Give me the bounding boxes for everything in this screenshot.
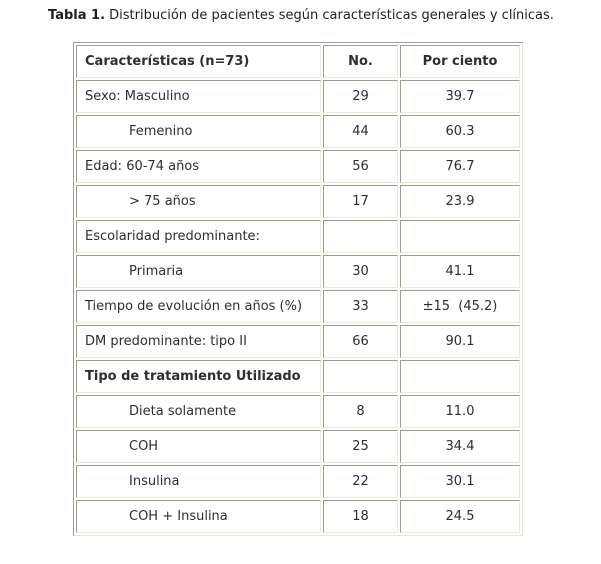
row-label: COH + Insulina <box>76 500 321 533</box>
table-row: Insulina 22 30.1 <box>76 465 520 498</box>
row-number: 33 <box>323 290 398 323</box>
table-caption-label: Tabla 1. <box>48 8 106 23</box>
row-number: 30 <box>323 255 398 288</box>
row-number <box>323 360 398 393</box>
row-label: > 75 años <box>76 185 321 218</box>
row-percent: 39.7 <box>400 80 520 113</box>
row-number: 66 <box>323 325 398 358</box>
header-characteristics: Características (n=73) <box>76 45 321 78</box>
row-label: Sexo: Masculino <box>76 80 321 113</box>
row-label: Tiempo de evolución en años (%) <box>76 290 321 323</box>
table-caption-text: Distribución de pacientes según caracter… <box>105 8 554 23</box>
row-percent: 76.7 <box>400 150 520 183</box>
row-number: 17 <box>323 185 398 218</box>
row-percent: 11.0 <box>400 395 520 428</box>
row-percent: 41.1 <box>400 255 520 288</box>
table-body: Sexo: Masculino 29 39.7 Femenino 44 60.3… <box>76 80 520 533</box>
row-percent: 30.1 <box>400 465 520 498</box>
patients-distribution-table: Características (n=73) No. Por ciento Se… <box>73 42 523 536</box>
header-percent: Por ciento <box>400 45 520 78</box>
row-number <box>323 220 398 253</box>
row-number: 44 <box>323 115 398 148</box>
table-caption: Tabla 1. Distribución de pacientes según… <box>48 8 554 23</box>
row-percent: 90.1 <box>400 325 520 358</box>
table-row: COH 25 34.4 <box>76 430 520 463</box>
row-label: Primaria <box>76 255 321 288</box>
table-row: COH + Insulina 18 24.5 <box>76 500 520 533</box>
table-row: Primaria 30 41.1 <box>76 255 520 288</box>
row-label: Escolaridad predominante: <box>76 220 321 253</box>
row-label: COH <box>76 430 321 463</box>
row-percent: 34.4 <box>400 430 520 463</box>
row-percent <box>400 360 520 393</box>
row-label: Edad: 60-74 años <box>76 150 321 183</box>
header-number: No. <box>323 45 398 78</box>
row-percent: 24.5 <box>400 500 520 533</box>
row-label: DM predominante: tipo II <box>76 325 321 358</box>
row-percent: 60.3 <box>400 115 520 148</box>
table-row: Sexo: Masculino 29 39.7 <box>76 80 520 113</box>
row-number: 18 <box>323 500 398 533</box>
row-label: Tipo de tratamiento Utilizado <box>76 360 321 393</box>
table-row: DM predominante: tipo II 66 90.1 <box>76 325 520 358</box>
table-row: Tipo de tratamiento Utilizado <box>76 360 520 393</box>
table-header-row: Características (n=73) No. Por ciento <box>76 45 520 78</box>
row-number: 22 <box>323 465 398 498</box>
row-number: 56 <box>323 150 398 183</box>
table-row: Dieta solamente 8 11.0 <box>76 395 520 428</box>
table-row: Edad: 60-74 años 56 76.7 <box>76 150 520 183</box>
table-row: > 75 años 17 23.9 <box>76 185 520 218</box>
row-label: Dieta solamente <box>76 395 321 428</box>
row-label: Femenino <box>76 115 321 148</box>
row-percent: 23.9 <box>400 185 520 218</box>
row-number: 25 <box>323 430 398 463</box>
table-row: Tiempo de evolución en años (%) 33 ±15 (… <box>76 290 520 323</box>
table-row: Escolaridad predominante: <box>76 220 520 253</box>
row-percent: ±15 (45.2) <box>400 290 520 323</box>
row-number: 29 <box>323 80 398 113</box>
row-percent <box>400 220 520 253</box>
table-row: Femenino 44 60.3 <box>76 115 520 148</box>
row-label: Insulina <box>76 465 321 498</box>
row-number: 8 <box>323 395 398 428</box>
